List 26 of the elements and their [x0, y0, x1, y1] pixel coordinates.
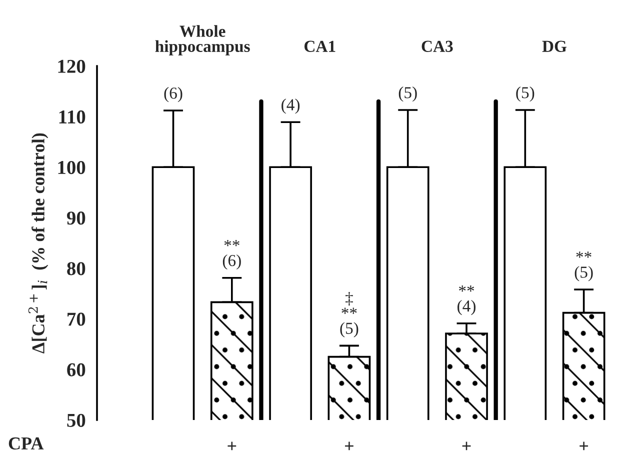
annotation: (5): [398, 86, 417, 102]
annotation: (5): [516, 86, 534, 102]
x-tick-label: +: [228, 442, 236, 450]
annotation: ** (5): [574, 252, 593, 282]
y-tick-label: 110: [59, 110, 86, 124]
y-tick-label: 60: [67, 363, 86, 376]
annotation: ‡ ** (5): [340, 292, 358, 338]
text: CPA: [8, 437, 44, 450]
text: CA1: [304, 40, 336, 52]
annotation: (6): [164, 87, 182, 102]
annotation: ** (4): [458, 285, 476, 316]
text: DG: [542, 40, 567, 52]
text: Whole hippocampus: [155, 25, 250, 56]
y-tick-label: 100: [58, 160, 86, 174]
y-tick-label: 50: [67, 414, 86, 427]
y-tick-label: 70: [68, 312, 86, 326]
annotation: (4): [282, 98, 300, 114]
y-tick-label: 80: [67, 262, 86, 276]
x-tick-label: +: [345, 442, 354, 450]
text: CA3: [422, 40, 453, 52]
y-tick-label: 90: [66, 212, 86, 225]
annotation: ** (6): [222, 240, 241, 270]
y-axis-title: Δ[Ca$^{2+}$]$_{i}$ (% of the control): [28, 133, 48, 354]
y-tick-label: 120: [58, 60, 86, 73]
x-tick-label: +: [462, 442, 471, 450]
x-tick-label: +: [580, 442, 588, 450]
